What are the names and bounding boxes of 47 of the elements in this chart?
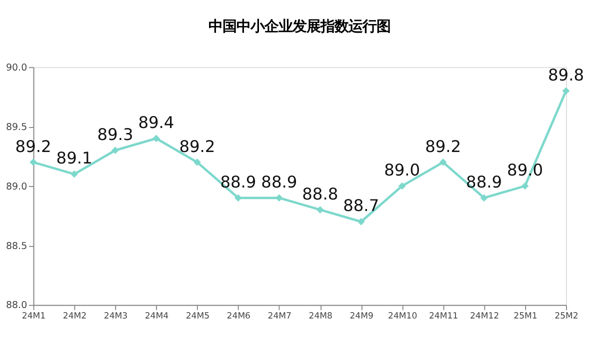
point: [480, 194, 488, 202]
text: 88.9: [466, 172, 502, 192]
point: [70, 170, 78, 178]
text: 89.0: [507, 160, 544, 180]
point: [112, 146, 119, 154]
point: [234, 194, 242, 202]
x-tick-label: 24M4: [144, 312, 169, 322]
x-tick-label: 24M1: [22, 312, 46, 322]
point: [521, 182, 529, 190]
x-tick-label: 24M6: [226, 312, 251, 322]
text: 88.9: [220, 172, 256, 192]
y-tick-label: 89.5: [6, 122, 28, 133]
point: [152, 134, 160, 142]
y-tick-label: 88.5: [6, 240, 28, 252]
x-tick-label: 24M9: [350, 312, 374, 322]
x-tick-label: 25M2: [554, 312, 578, 322]
text: 89.1: [56, 148, 92, 168]
text: 89.2: [179, 136, 216, 156]
text: 88.7: [343, 196, 380, 216]
x-tick-label: 24M11: [428, 312, 458, 322]
point: [194, 158, 201, 166]
x-tick-label: 24M7: [268, 312, 292, 322]
point: [357, 218, 365, 226]
x-tick-label: 24M10: [388, 312, 418, 322]
y-tick-label: 89.0: [6, 181, 28, 192]
text: 89.0: [384, 160, 420, 180]
text: 89.3: [97, 124, 134, 144]
text: 88.8: [302, 184, 338, 204]
x-tick-label: 24M12: [470, 312, 500, 322]
x-tick-label: 24M5: [186, 312, 210, 322]
x-tick-label: 25M1: [514, 312, 538, 322]
point: [30, 158, 37, 166]
x-tick-label: 24M3: [104, 312, 128, 322]
point: [398, 182, 406, 190]
y-tick-label: 88.0: [6, 300, 28, 312]
text: 89.4: [138, 112, 174, 132]
text: 89.8: [548, 65, 584, 84]
point: [562, 87, 570, 95]
text: 89.2: [425, 136, 462, 156]
point: [439, 158, 447, 166]
x-tick-label: 24M8: [308, 312, 332, 322]
point: [316, 206, 324, 214]
text: 88.9: [261, 172, 298, 192]
text: 89.2: [15, 136, 52, 156]
x-tick-label: 24M2: [62, 312, 87, 322]
chart-title: 中国中小企业发展指数运行图: [208, 18, 391, 35]
y-tick-label: 90.0: [6, 62, 28, 74]
